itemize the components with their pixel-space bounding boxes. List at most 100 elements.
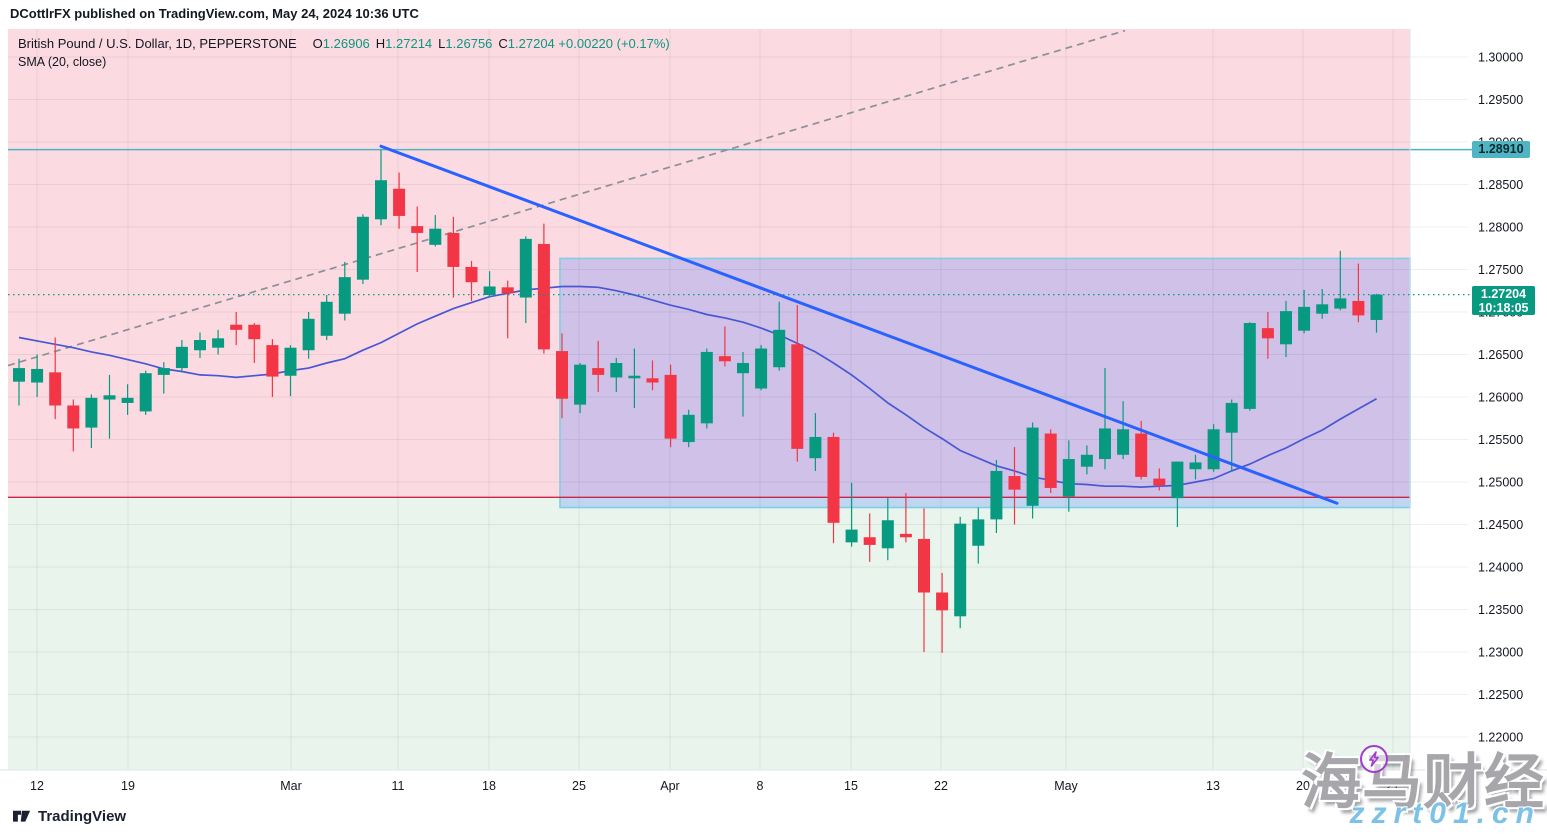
level-price-label: 1.28910 [1472, 141, 1530, 158]
indicator-legend[interactable]: SMA (20, close) [18, 55, 107, 69]
time-axis[interactable]: 12 19 Mar 11 18 25 Apr 8 15 22 May 13 20 27 [30, 779, 1400, 793]
candle [646, 360, 659, 391]
candle [1117, 401, 1130, 460]
candle [899, 493, 912, 543]
candle-body [501, 287, 514, 294]
price-tick-label: 1.23500 [1478, 603, 1523, 617]
candle-body [411, 226, 424, 233]
watermark-site-url: zzrt01.cn [1349, 797, 1541, 830]
candle [175, 340, 188, 373]
candle [592, 340, 605, 392]
candle-body [85, 397, 98, 428]
price-tick-label: 1.22000 [1478, 731, 1523, 745]
price-axis[interactable]: 1.300001.295001.290001.285001.280001.275… [1478, 50, 1523, 744]
time-tick-label: 12 [30, 779, 44, 793]
candle [230, 311, 243, 346]
time-tick-label: 13 [1206, 779, 1220, 793]
candle [556, 333, 568, 419]
candle [248, 323, 261, 363]
candle-body [700, 351, 713, 424]
candle-body [755, 348, 768, 389]
candle-body [628, 375, 641, 379]
candle-body [230, 324, 243, 330]
candle-body [194, 340, 206, 351]
candle [737, 351, 749, 417]
candle [918, 508, 930, 653]
candle-body [574, 364, 587, 405]
open-label: O [312, 36, 323, 51]
candle-body [664, 374, 677, 439]
tradingview-attribution[interactable]: TradingView [13, 808, 126, 825]
candle [465, 260, 478, 301]
candle-body [31, 368, 44, 383]
price-tick-label: 1.26500 [1478, 348, 1523, 362]
candle-body [556, 351, 568, 399]
candle-body [737, 362, 749, 374]
candle [881, 498, 894, 561]
last-price-label: 1.27204 10:18:05 [1472, 286, 1535, 315]
candle [1026, 422, 1039, 519]
candle-body [212, 338, 225, 348]
change-value: +0.00220 (+0.17%) [558, 36, 670, 51]
publish-byline: DCottlrFX published on TradingView.com, … [10, 6, 419, 21]
time-tick-label: 22 [934, 779, 948, 793]
candle [447, 216, 460, 298]
candle [85, 394, 98, 448]
candle-body [1153, 478, 1166, 486]
candle [809, 413, 822, 471]
candle-body [954, 523, 967, 617]
tradingview-logo-text: TradingView [38, 808, 127, 825]
candle [990, 459, 1003, 534]
candle [356, 214, 369, 284]
last-price-value: 1.27204 [1480, 287, 1527, 301]
candle-body [881, 520, 894, 549]
time-tick-label: Mar [280, 779, 302, 793]
candle-body [845, 529, 858, 543]
candle [1280, 300, 1292, 358]
candle-body [1316, 304, 1329, 314]
candle [1044, 429, 1057, 494]
candle [266, 339, 279, 397]
symbol-title[interactable]: British Pound / U.S. Dollar, 1D, PEPPERS… [18, 36, 297, 51]
candle-body [610, 362, 623, 378]
candle-body [936, 592, 949, 611]
candle-body [1062, 459, 1075, 497]
candle-body [646, 378, 659, 383]
candle-body [175, 346, 188, 369]
high-value: 1.27214 [385, 36, 433, 51]
price-tick-label: 1.28000 [1478, 220, 1523, 234]
horizontal-gridlines [8, 56, 1468, 738]
candle-body [519, 238, 532, 298]
candle-body [67, 405, 80, 429]
candle [1243, 322, 1256, 411]
watermark-site-name: 海马财经 [1301, 749, 1545, 816]
time-tick-label: 11 [392, 779, 405, 793]
candle-body [139, 373, 152, 412]
candle-body [13, 368, 25, 382]
dashed-trendline [7, 29, 1126, 367]
watermark-lightning-icon [1360, 745, 1388, 773]
price-tick-label: 1.29500 [1478, 93, 1523, 107]
candle-body [773, 329, 786, 368]
price-tick-label: 1.23000 [1478, 646, 1523, 660]
time-tick-label: 19 [121, 779, 135, 793]
candle [483, 271, 496, 298]
candle [1080, 445, 1093, 475]
candle [1207, 424, 1220, 472]
candle [1370, 293, 1383, 333]
descending-trendline [379, 144, 1339, 505]
price-tick-label: 1.22500 [1478, 688, 1523, 702]
candle [1298, 289, 1311, 334]
candle-body [1044, 433, 1057, 488]
candle-body [1261, 328, 1274, 339]
candle-body [972, 519, 985, 546]
candle [574, 362, 587, 414]
lower-zone-background [8, 497, 1410, 770]
candle [755, 345, 768, 391]
candle-body [592, 368, 605, 375]
candle-body [827, 436, 840, 523]
sma-line [18, 285, 1377, 488]
candle-body [918, 538, 930, 593]
